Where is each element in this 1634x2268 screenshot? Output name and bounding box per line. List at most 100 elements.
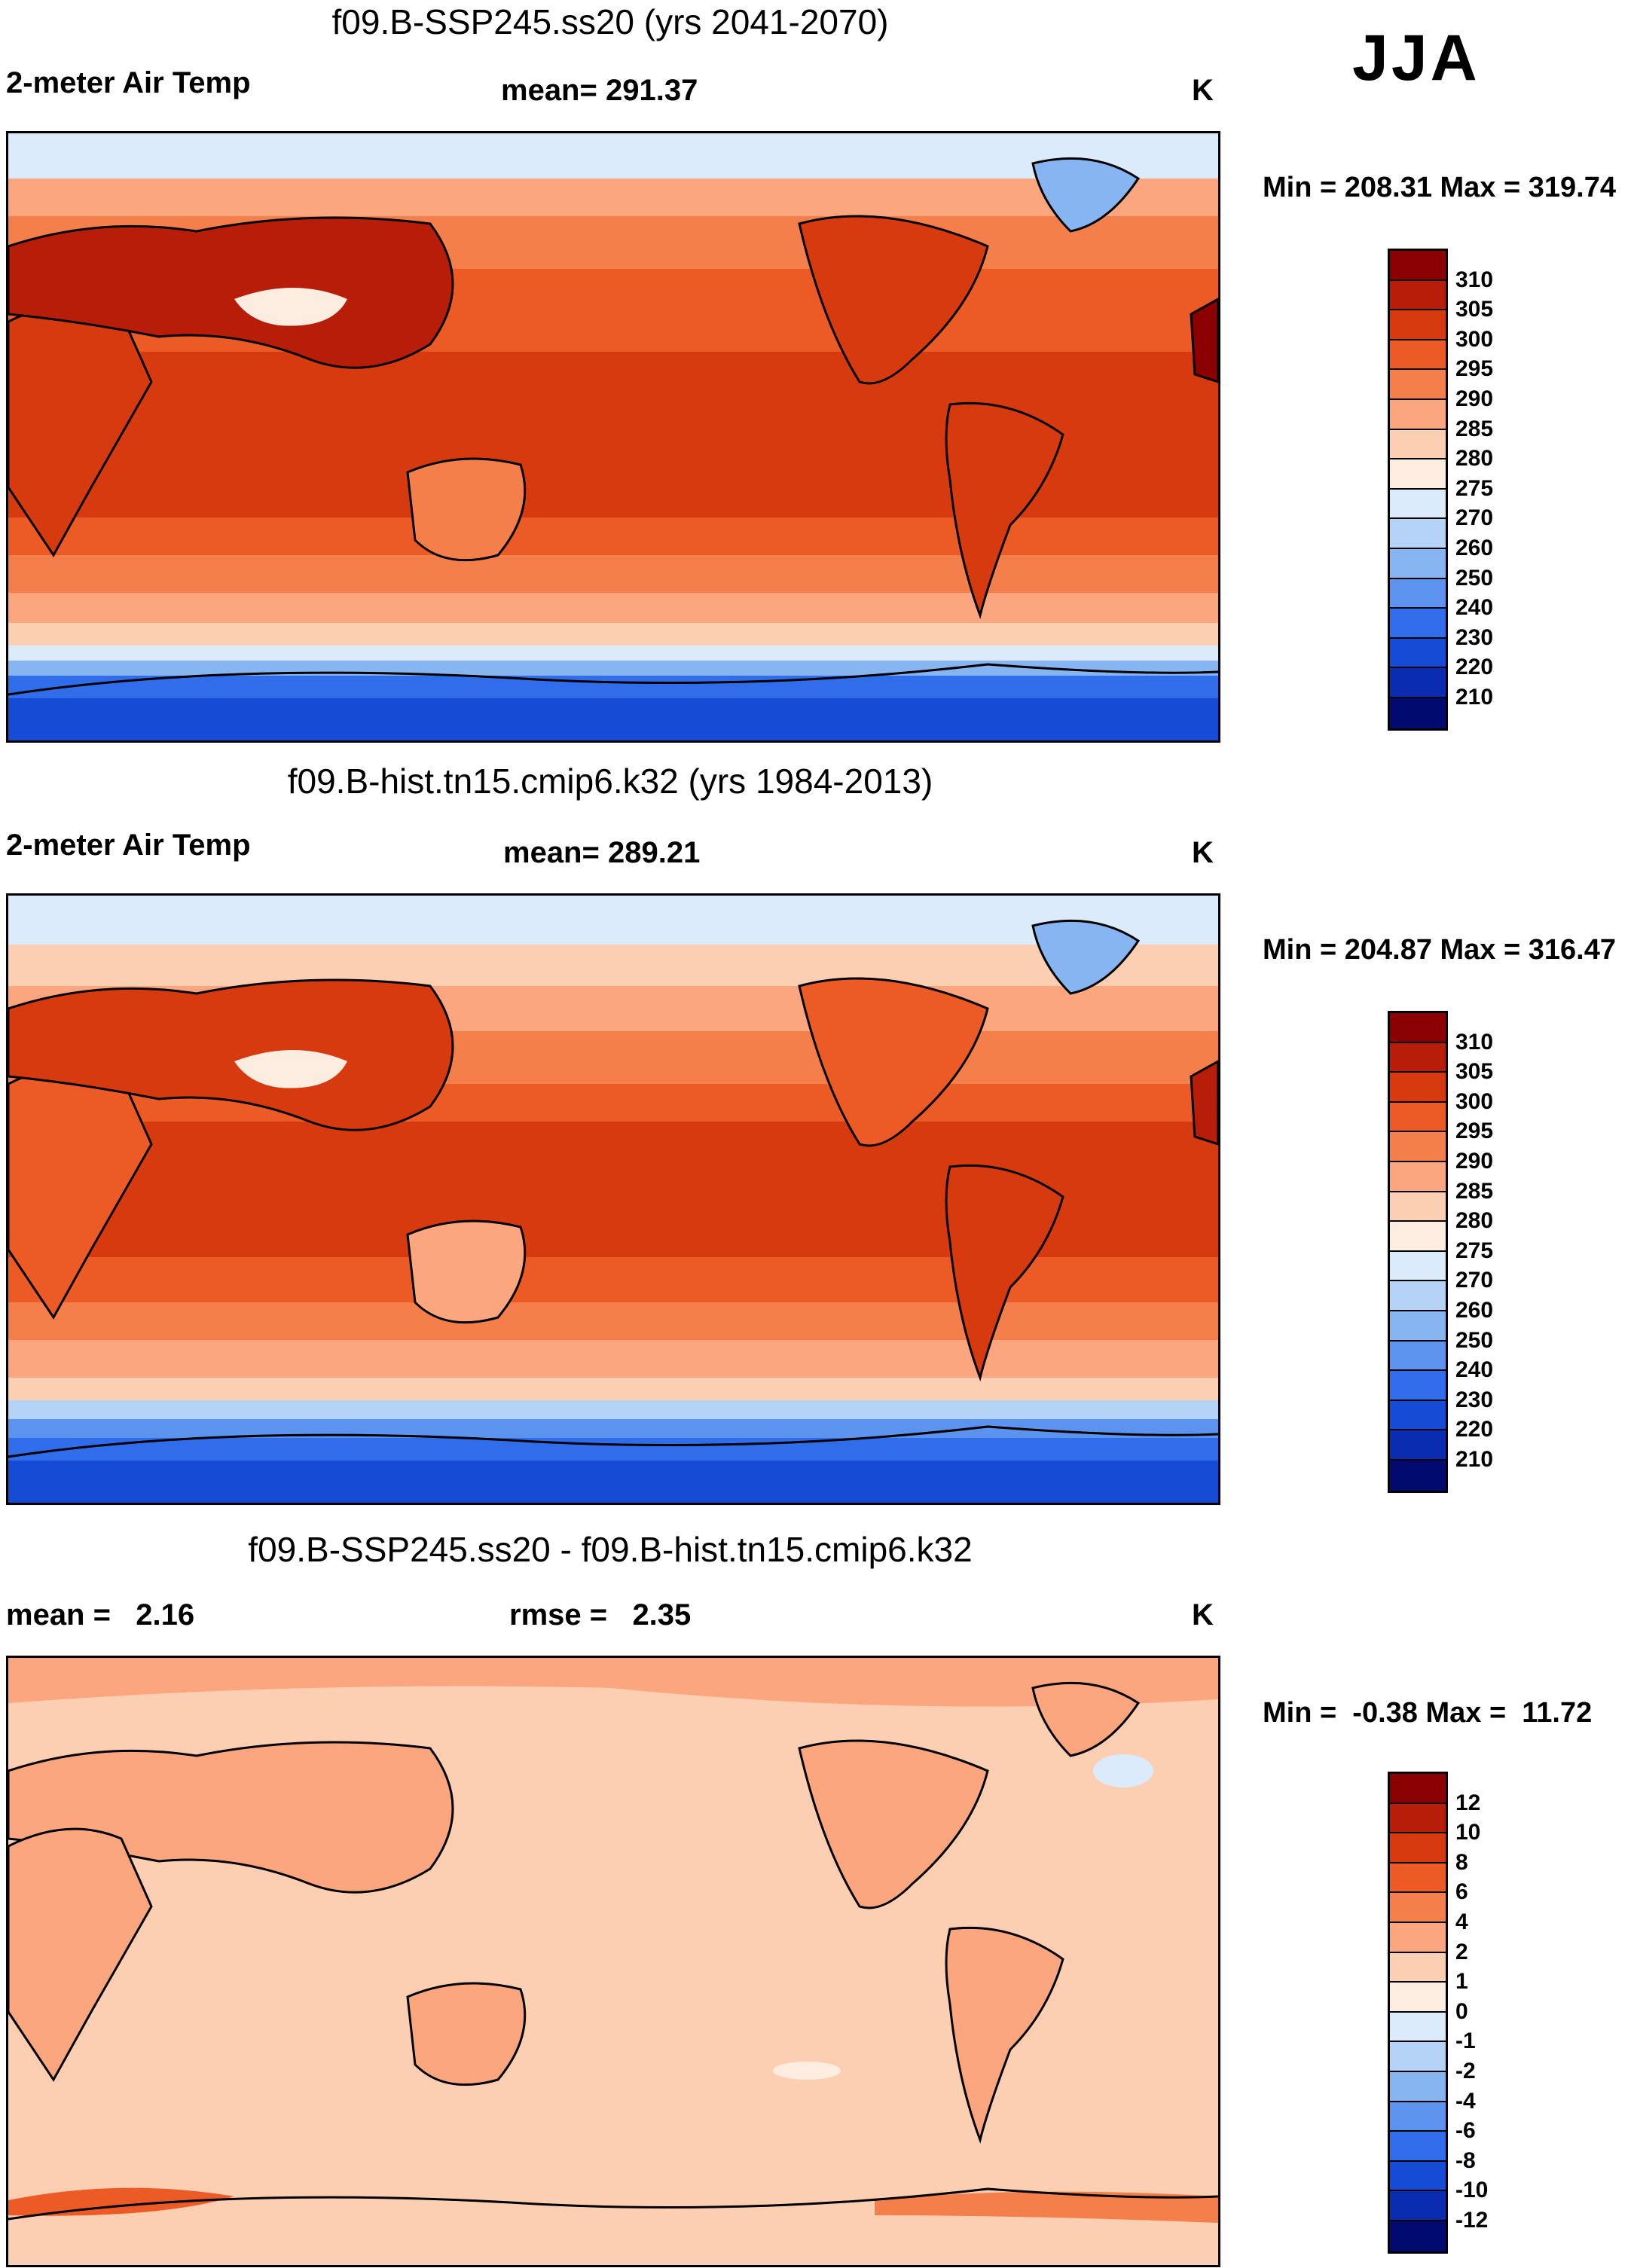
colorbar-tick-label: 285 (1455, 416, 1494, 441)
colorbar-tick-label: 210 (1455, 685, 1494, 710)
colorbar-swatch (1390, 2161, 1446, 2192)
colorbar-swatch (1390, 548, 1446, 579)
colorbar-tick-label: 275 (1455, 475, 1494, 501)
panel3-colorbar (1388, 1772, 1448, 2254)
colorbar-tick-label: 240 (1455, 595, 1494, 621)
colorbar-tick-label: 275 (1455, 1238, 1494, 1263)
colorbar-tick-label: 280 (1455, 446, 1494, 472)
colorbar-swatch (1390, 1281, 1446, 1311)
colorbar-tick-label: 220 (1455, 1417, 1494, 1442)
colorbar-tick-label: 250 (1455, 565, 1494, 591)
colorbar-swatch (1390, 1863, 1446, 1894)
colorbar-tick-label: -4 (1455, 2088, 1476, 2114)
panel3-title: f09.B-SSP245.ss20 - f09.B-hist.tn15.cmip… (248, 1530, 973, 1569)
colorbar-swatch (1390, 251, 1446, 281)
colorbar-tick-label: -1 (1455, 2028, 1476, 2054)
colorbar-tick-label: 220 (1455, 655, 1494, 680)
colorbar-swatch (1390, 609, 1446, 639)
panel1-map-svg (8, 133, 1218, 740)
colorbar-tick-label: 210 (1455, 1447, 1494, 1472)
colorbar-tick-label: 290 (1455, 1149, 1494, 1174)
colorbar-tick-label: 10 (1455, 1820, 1481, 1845)
colorbar-swatch (1390, 1222, 1446, 1252)
colorbar-tick-label: -8 (1455, 2147, 1476, 2173)
panel1-minmax: Min = 208.31 Max = 319.74 (1263, 172, 1616, 203)
colorbar-swatch (1390, 1460, 1446, 1491)
colorbar-tick-label: 4 (1455, 1909, 1468, 1934)
panel2-map-svg (8, 896, 1218, 1503)
colorbar-swatch (1390, 1161, 1446, 1192)
colorbar-swatch (1390, 1922, 1446, 1953)
colorbar-tick-label: 310 (1455, 267, 1494, 292)
colorbar-tick-label: 300 (1455, 326, 1494, 352)
colorbar-swatch (1390, 578, 1446, 609)
colorbar-tick-label: -12 (1455, 2208, 1489, 2233)
colorbar-swatch (1390, 1192, 1446, 1223)
panel3-rmse-label: rmse = 2.35 (509, 1598, 692, 1632)
colorbar-swatch (1390, 399, 1446, 430)
colorbar-tick-label: -2 (1455, 2059, 1476, 2083)
colorbar-tick-label: -10 (1455, 2178, 1489, 2203)
panel1-unit-label: K (1192, 74, 1214, 107)
colorbar-tick-label: 230 (1455, 1387, 1494, 1412)
colorbar-tick-label: 12 (1455, 1790, 1481, 1815)
colorbar-swatch (1390, 2071, 1446, 2102)
colorbar-swatch (1390, 2191, 1446, 2221)
panel1-title: f09.B-SSP245.ss20 (yrs 2041-2070) (331, 2, 889, 41)
panel2-variable-label: 2-meter Air Temp (6, 829, 251, 862)
colorbar-swatch (1390, 1311, 1446, 1342)
colorbar-swatch (1390, 489, 1446, 520)
colorbar-tick-label: 295 (1455, 356, 1494, 382)
colorbar-tick-label: 1 (1455, 1969, 1468, 1995)
colorbar-tick-label: 270 (1455, 505, 1494, 531)
panel3-unit-label: K (1192, 1598, 1214, 1632)
colorbar-swatch (1390, 2102, 1446, 2132)
colorbar-tick-label: -6 (1455, 2118, 1476, 2144)
panel3-mean-label: mean = 2.16 (6, 1598, 195, 1632)
colorbar-swatch (1390, 1833, 1446, 1864)
colorbar-swatch (1390, 1774, 1446, 1804)
panel2-title: f09.B-hist.tn15.cmip6.k32 (yrs 1984-2013… (287, 762, 933, 801)
colorbar-swatch (1390, 1371, 1446, 1401)
colorbar-tick-label: 280 (1455, 1208, 1494, 1234)
colorbar-tick-label: 260 (1455, 536, 1494, 560)
panel1-colorbar (1388, 249, 1448, 731)
panel3-minmax: Min = -0.38 Max = 11.72 (1263, 1697, 1593, 1729)
colorbar-swatch (1390, 697, 1446, 728)
colorbar-swatch (1390, 280, 1446, 311)
colorbar-tick-label: 300 (1455, 1088, 1494, 1114)
colorbar-swatch (1390, 370, 1446, 400)
panel2-colorbar (1388, 1011, 1448, 1493)
panel1-mean-label: mean= 291.37 (501, 74, 698, 107)
colorbar-tick-label: 6 (1455, 1879, 1468, 1905)
panel3-map-svg (8, 1658, 1218, 2265)
colorbar-swatch (1390, 2012, 1446, 2043)
colorbar-tick-label: 295 (1455, 1119, 1494, 1144)
panel1-variable-label: 2-meter Air Temp (6, 66, 251, 99)
colorbar-swatch (1390, 2042, 1446, 2072)
colorbar-swatch (1390, 1102, 1446, 1133)
colorbar-swatch (1390, 1042, 1446, 1073)
colorbar-swatch (1390, 1430, 1446, 1461)
colorbar-tick-label: 240 (1455, 1357, 1494, 1383)
colorbar-swatch (1390, 668, 1446, 698)
colorbar-tick-label: 0 (1455, 1998, 1468, 2024)
colorbar-tick-label: 290 (1455, 386, 1494, 411)
panel1-temperature-map (6, 131, 1220, 743)
colorbar-tick-label: 260 (1455, 1298, 1494, 1323)
colorbar-swatch (1390, 1073, 1446, 1103)
colorbar-swatch (1390, 1341, 1446, 1372)
colorbar-tick-label: 305 (1455, 297, 1494, 322)
colorbar-swatch (1390, 1952, 1446, 1983)
colorbar-tick-label: 285 (1455, 1178, 1494, 1204)
colorbar-swatch (1390, 1893, 1446, 1923)
colorbar-tick-label: 270 (1455, 1268, 1494, 1293)
colorbar-swatch (1390, 1400, 1446, 1431)
colorbar-swatch (1390, 1803, 1446, 1834)
colorbar-swatch (1390, 1132, 1446, 1162)
colorbar-tick-label: 250 (1455, 1327, 1494, 1353)
colorbar-tick-label: 310 (1455, 1029, 1494, 1055)
colorbar-tick-label: 230 (1455, 624, 1494, 650)
colorbar-swatch (1390, 2221, 1446, 2251)
colorbar-swatch (1390, 1983, 1446, 2013)
